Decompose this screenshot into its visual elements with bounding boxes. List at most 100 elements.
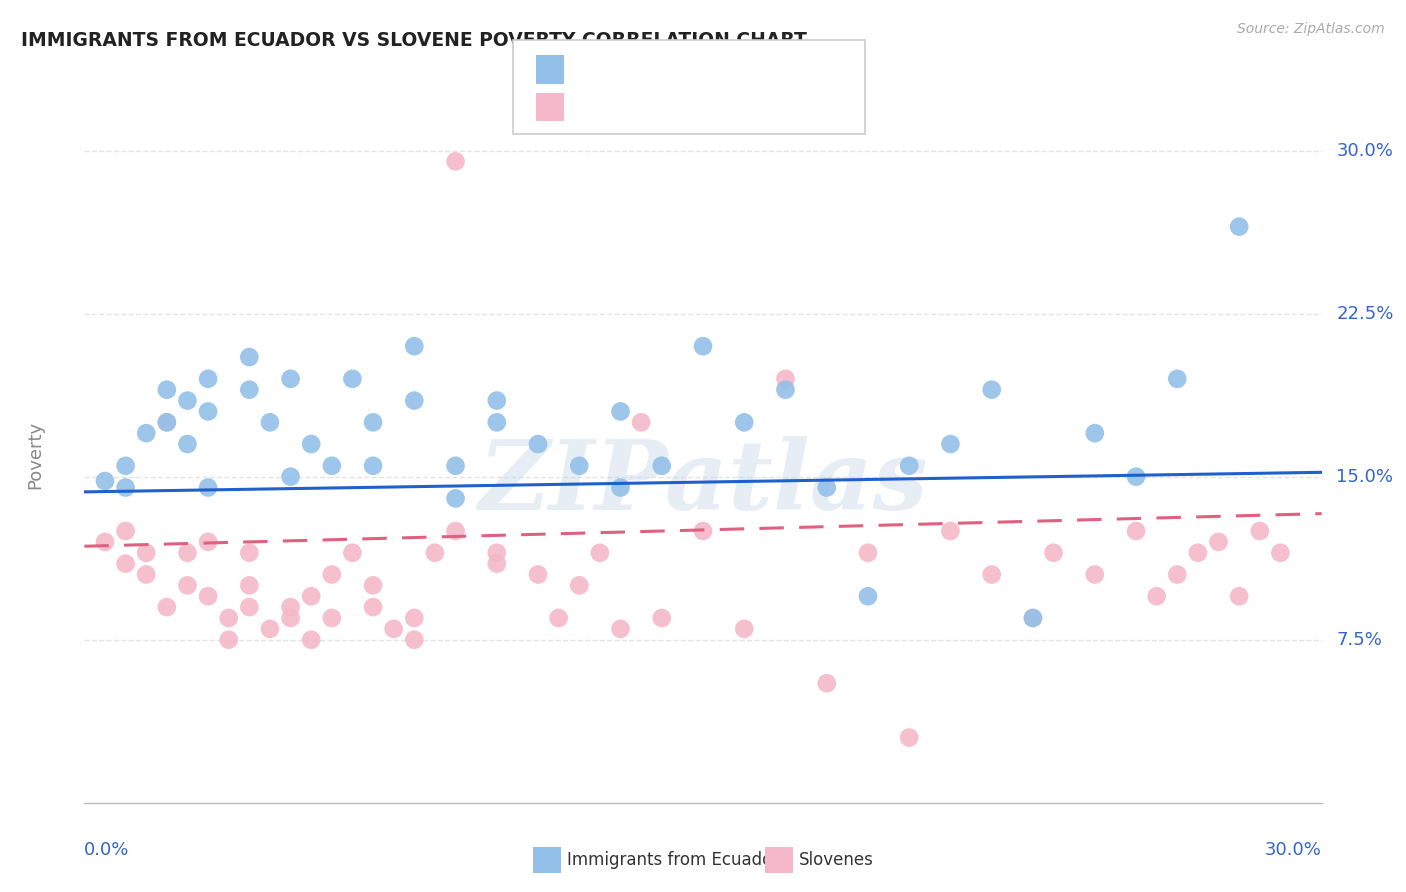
Point [197, 481, 219, 495]
Point [651, 611, 673, 625]
Point [259, 622, 281, 636]
Point [444, 491, 467, 506]
Point [135, 567, 157, 582]
Point [114, 557, 136, 571]
Point [321, 458, 343, 473]
Point [1166, 567, 1188, 582]
Point [156, 415, 179, 429]
Point [342, 372, 364, 386]
Point [197, 404, 219, 418]
Point [156, 415, 179, 429]
Point [404, 611, 426, 625]
Point [485, 557, 508, 571]
Text: IMMIGRANTS FROM ECUADOR VS SLOVENE POVERTY CORRELATION CHART: IMMIGRANTS FROM ECUADOR VS SLOVENE POVER… [21, 31, 807, 50]
Point [280, 372, 302, 386]
Point [939, 437, 962, 451]
Point [238, 578, 260, 592]
Point [382, 622, 405, 636]
Text: 22.5%: 22.5% [1337, 304, 1393, 323]
Point [898, 458, 921, 473]
Point [197, 535, 219, 549]
Point [299, 632, 322, 647]
Point [197, 372, 219, 386]
Point [238, 546, 260, 560]
Text: Source: ZipAtlas.com: Source: ZipAtlas.com [1237, 22, 1385, 37]
Point [197, 589, 219, 603]
Point [156, 383, 179, 397]
Point [485, 393, 508, 408]
Text: Immigrants from Ecuador: Immigrants from Ecuador [567, 851, 779, 869]
Point [156, 600, 179, 615]
Point [1125, 469, 1147, 483]
Point [218, 611, 240, 625]
Point [423, 546, 446, 560]
Point [815, 676, 838, 690]
Point [1249, 524, 1271, 538]
Point [980, 383, 1002, 397]
Point [1146, 589, 1168, 603]
Point [259, 415, 281, 429]
Point [176, 393, 198, 408]
Point [692, 524, 714, 538]
Point [733, 415, 755, 429]
Point [361, 458, 384, 473]
Point [609, 622, 631, 636]
Text: 15.0%: 15.0% [1337, 467, 1393, 485]
Text: 30.0%: 30.0% [1265, 841, 1322, 859]
Text: Slovenes: Slovenes [799, 851, 873, 869]
Point [733, 622, 755, 636]
Point [1084, 567, 1107, 582]
Point [114, 458, 136, 473]
Point [218, 632, 240, 647]
Point [1270, 546, 1292, 560]
Point [485, 415, 508, 429]
Point [1022, 611, 1045, 625]
Point [775, 383, 797, 397]
Point [280, 600, 302, 615]
Point [321, 611, 343, 625]
Point [238, 383, 260, 397]
Point [898, 731, 921, 745]
Point [1084, 426, 1107, 441]
Point [856, 546, 879, 560]
Point [361, 578, 384, 592]
Point [589, 546, 612, 560]
Point [361, 600, 384, 615]
Point [299, 437, 322, 451]
Point [361, 415, 384, 429]
Text: 0.0%: 0.0% [84, 841, 129, 859]
Point [609, 404, 631, 418]
Point [547, 611, 569, 625]
Text: 7.5%: 7.5% [1337, 631, 1382, 648]
Point [1227, 589, 1250, 603]
Point [176, 578, 198, 592]
Point [114, 481, 136, 495]
Point [94, 535, 117, 549]
Point [444, 524, 467, 538]
Point [280, 611, 302, 625]
Point [404, 393, 426, 408]
Point [939, 524, 962, 538]
Point [176, 546, 198, 560]
Point [775, 372, 797, 386]
Point [1208, 535, 1230, 549]
Point [1022, 611, 1045, 625]
Point [630, 415, 652, 429]
Point [568, 458, 591, 473]
Point [114, 524, 136, 538]
Point [527, 437, 550, 451]
Point [527, 567, 550, 582]
Point [856, 589, 879, 603]
Text: R = 0.073   N = 60: R = 0.073 N = 60 [574, 97, 773, 117]
Point [342, 546, 364, 560]
Point [1042, 546, 1064, 560]
Point [135, 546, 157, 560]
Point [692, 339, 714, 353]
Point [176, 437, 198, 451]
Point [444, 154, 467, 169]
Point [238, 350, 260, 364]
Point [815, 481, 838, 495]
Point [980, 567, 1002, 582]
Point [280, 469, 302, 483]
Point [321, 567, 343, 582]
